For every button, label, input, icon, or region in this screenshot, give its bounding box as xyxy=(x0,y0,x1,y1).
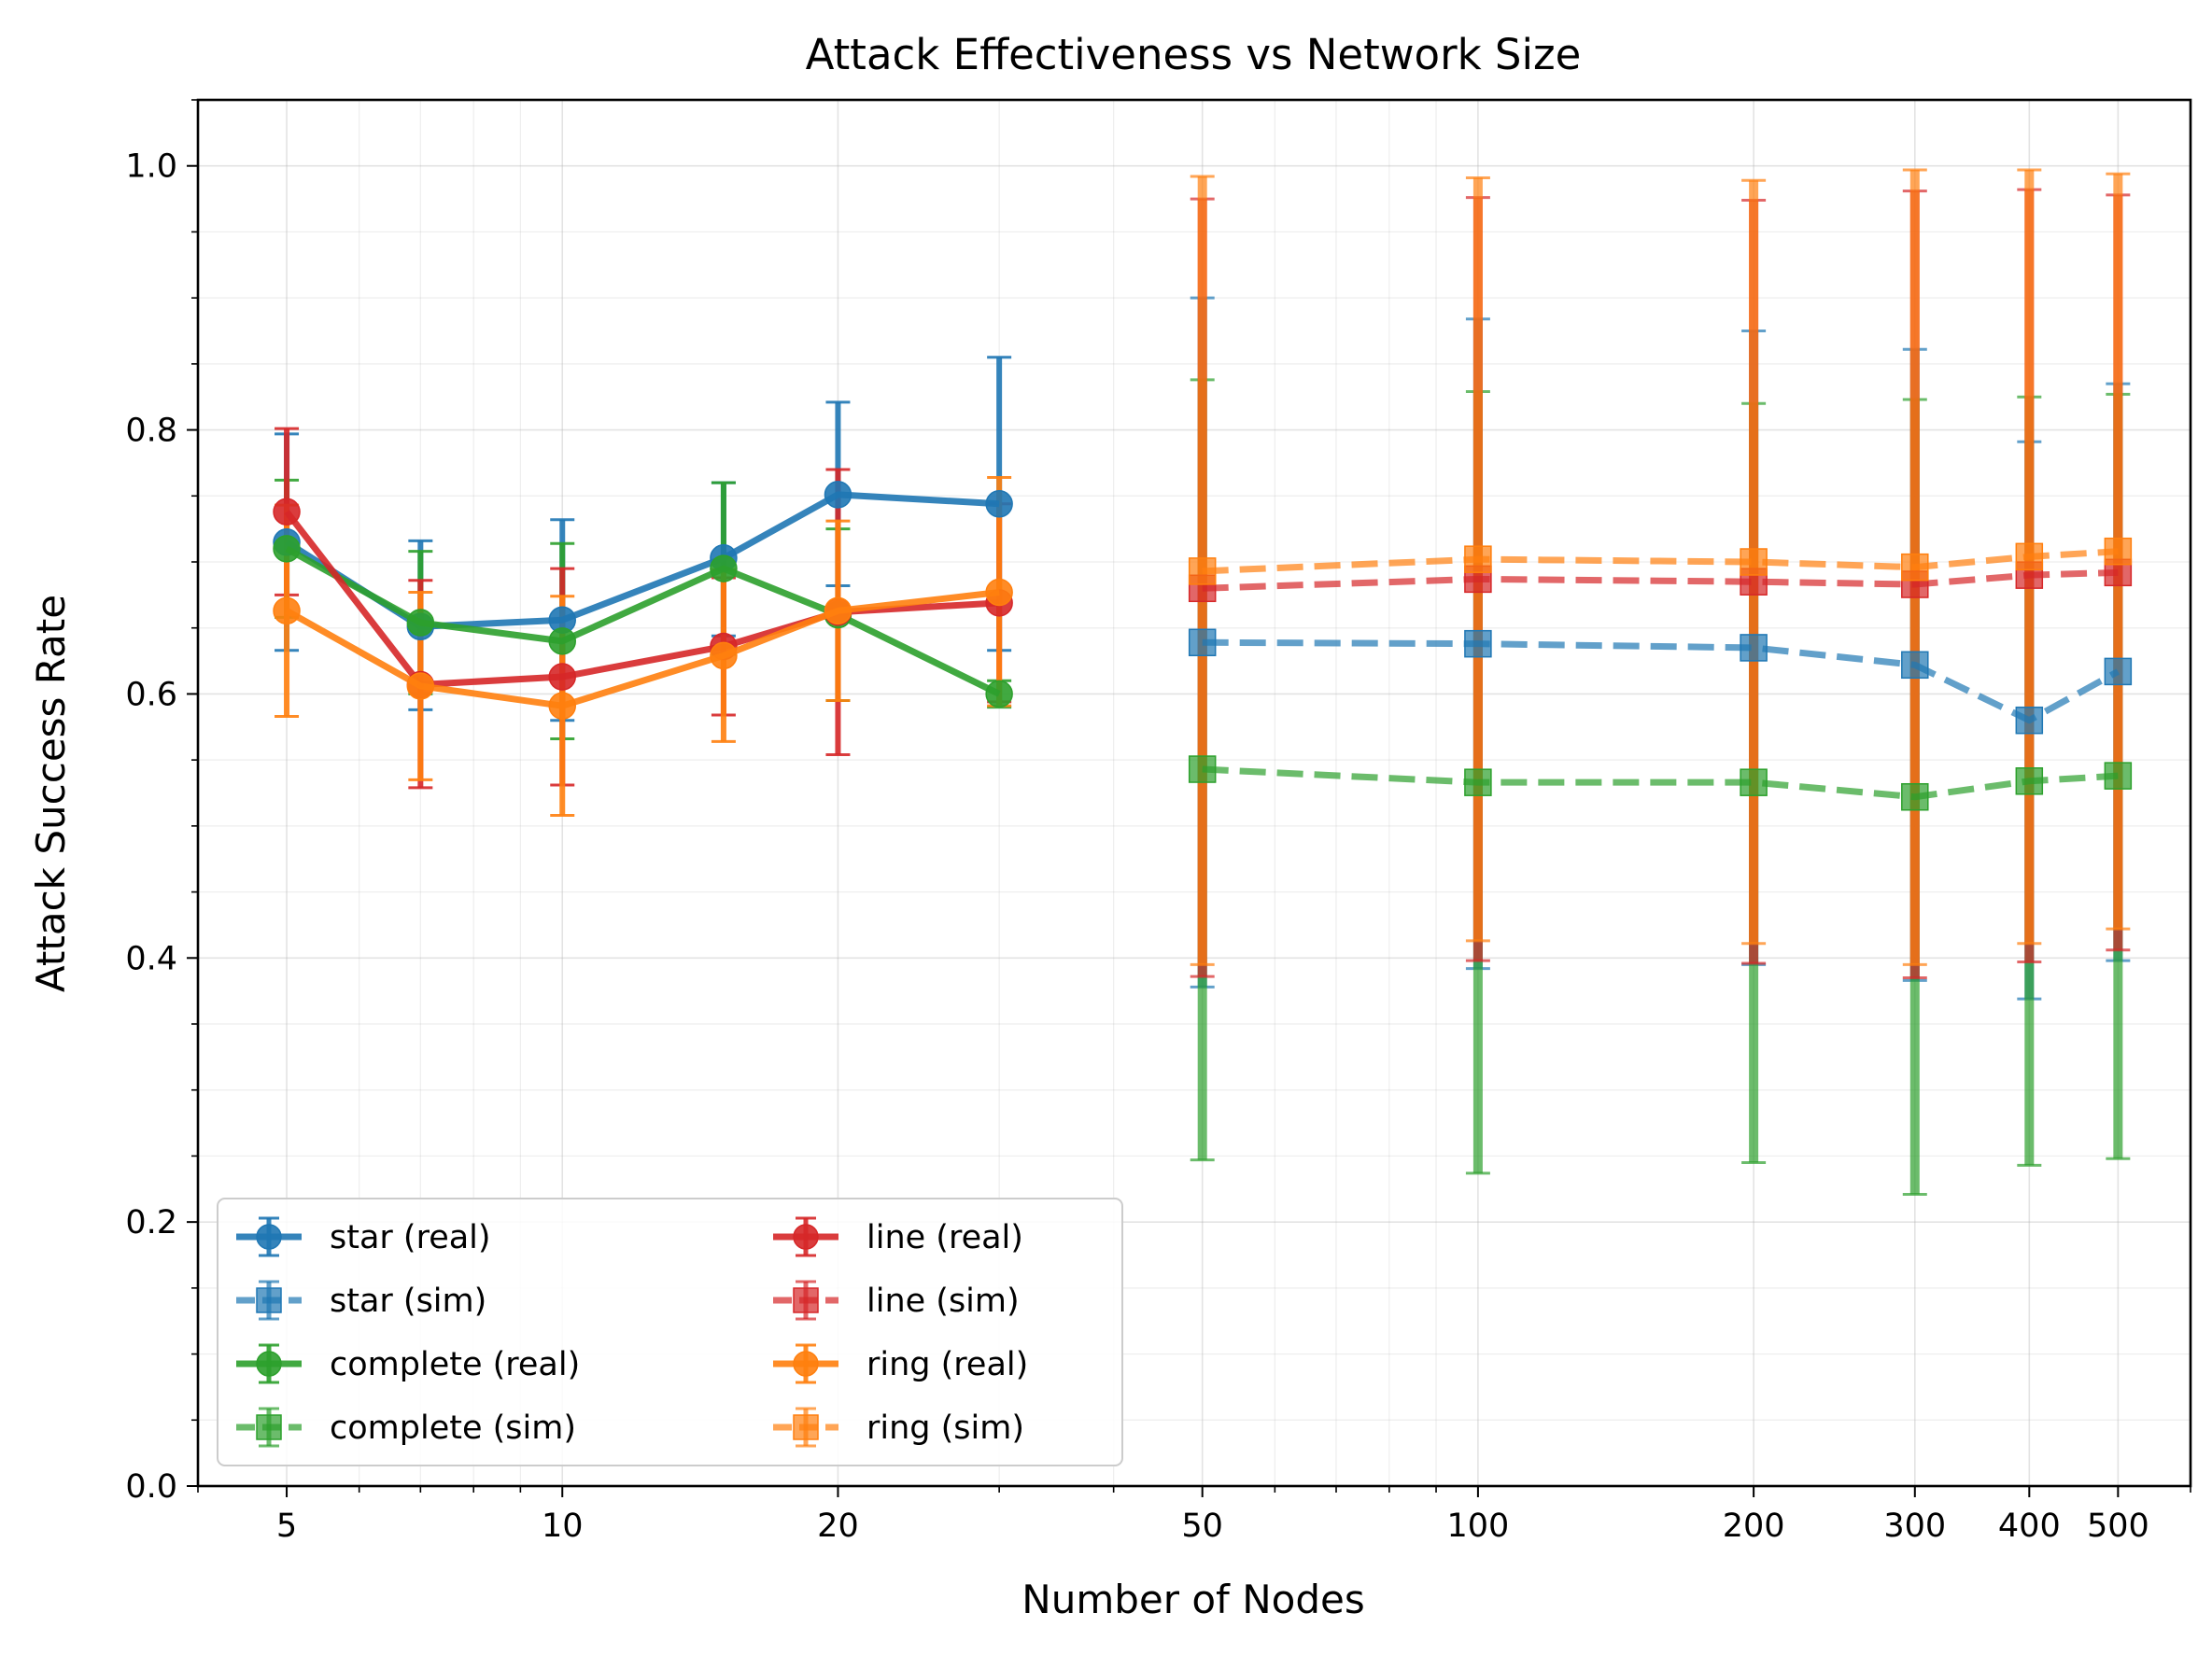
legend-label-line-real: line (real) xyxy=(866,1219,1023,1256)
legend: star (real) star (sim) complete (real) comp… xyxy=(217,1198,1123,1466)
ring-sim-point xyxy=(1188,557,1217,585)
legend-entry-ring-sim: ring (sim) xyxy=(773,1407,1024,1448)
ring-real-line xyxy=(285,589,1000,709)
star-sim-point xyxy=(1188,628,1217,657)
line-real-point xyxy=(548,663,576,691)
legend-marker-complete-sim xyxy=(256,1414,282,1440)
complete-sim-series xyxy=(1188,755,2133,811)
legend-label-star-sim: star (sim) xyxy=(330,1283,486,1320)
x-tick-label: 500 xyxy=(2087,1508,2149,1545)
complete-real-point xyxy=(710,554,738,582)
legend-marker-star-real xyxy=(256,1224,282,1250)
complete-real-point xyxy=(406,609,435,637)
y-tick-label: 0.2 xyxy=(125,1204,177,1241)
line-sim-line xyxy=(1202,568,2119,592)
complete-real-point xyxy=(548,627,576,655)
complete-sim-line xyxy=(1202,765,2119,801)
legend-label-complete-sim: complete (sim) xyxy=(330,1410,576,1447)
legend-marker-line-real xyxy=(793,1224,819,1250)
ring-real-point xyxy=(710,641,738,670)
legend-entry-star-sim: star (sim) xyxy=(236,1280,486,1321)
legend-label-star-real: star (real) xyxy=(330,1219,491,1256)
complete-sim-point xyxy=(1901,782,1929,811)
legend-entry-line-sim: line (sim) xyxy=(773,1280,1020,1321)
x-tick-label: 400 xyxy=(1998,1508,2061,1545)
legend-marker-ring-sim xyxy=(793,1414,819,1440)
star-sim-line xyxy=(1202,638,2120,724)
x-tick-label: 200 xyxy=(1723,1508,1785,1545)
x-axis-label: Number of Nodes xyxy=(1021,1577,1364,1622)
y-axis-label: Attack Success Rate xyxy=(28,595,74,992)
legend-label-ring-sim: ring (sim) xyxy=(866,1410,1024,1447)
star-sim-series xyxy=(1188,628,2133,735)
ring-sim-point xyxy=(1901,553,1929,582)
legend-label-line-sim: line (sim) xyxy=(866,1283,1020,1320)
ring-sim-point xyxy=(2104,537,2133,566)
legend-entry-ring-real: ring (real) xyxy=(773,1343,1028,1384)
legend-marker-ring-real xyxy=(793,1351,819,1377)
y-tick-label: 0.4 xyxy=(125,940,177,977)
chart-title: Attack Effectiveness vs Network Size xyxy=(806,30,1582,79)
star-sim-point xyxy=(1740,634,1768,662)
star-sim-point xyxy=(1901,651,1929,680)
legend-marker-complete-real xyxy=(256,1351,282,1377)
legend-entry-complete-real: complete (real) xyxy=(236,1343,580,1384)
ring-sim-series xyxy=(1188,537,2133,585)
complete-real-point xyxy=(273,535,301,563)
legend-entry-line-real: line (real) xyxy=(773,1216,1023,1257)
x-tick-label: 5 xyxy=(276,1508,297,1545)
ring-sim-point xyxy=(1464,545,1492,573)
x-tick-label: 20 xyxy=(817,1508,859,1545)
ring-real-point xyxy=(406,672,435,700)
complete-sim-point xyxy=(1464,768,1492,796)
star-real-point xyxy=(985,490,1013,518)
plot-frame xyxy=(196,98,2192,1488)
y-tick-label: 1.0 xyxy=(125,148,177,186)
star-sim-point xyxy=(1464,629,1492,658)
complete-real-line xyxy=(285,545,1001,697)
x-tick-label: 50 xyxy=(1181,1508,1223,1545)
ring-sim-point xyxy=(2015,542,2044,571)
legend-entry-complete-sim: complete (sim) xyxy=(236,1407,576,1448)
y-tick-label: 0.8 xyxy=(125,413,177,450)
complete-sim-point xyxy=(2104,762,2133,790)
tick-layer: 5 10 20 50 100 200 300 400 500 0.0 0.2 0.4 0.6 0.8 1.0 xyxy=(125,99,2191,1545)
ring-real-series xyxy=(273,578,1013,720)
complete-sim-point xyxy=(1740,768,1768,796)
line-real-point xyxy=(273,498,301,526)
legend-label-ring-real: ring (real) xyxy=(866,1346,1028,1383)
legend-entry-star-real: star (real) xyxy=(236,1216,491,1257)
x-tick-label: 100 xyxy=(1446,1508,1509,1545)
x-tick-label: 10 xyxy=(542,1508,584,1545)
legend-marker-star-sim xyxy=(256,1287,282,1313)
star-sim-point xyxy=(2104,657,2133,686)
complete-sim-point xyxy=(1188,755,1217,783)
ring-real-point xyxy=(824,596,852,625)
legend-box xyxy=(217,1198,1123,1466)
ring-sim-line xyxy=(1202,548,2119,575)
x-tick-label: 300 xyxy=(1883,1508,1946,1545)
complete-real-point xyxy=(985,680,1013,708)
legend-label-complete-real: complete (real) xyxy=(330,1346,580,1383)
star-real-point xyxy=(824,481,852,509)
y-tick-label: 0.6 xyxy=(125,676,177,713)
y-tick-label: 0.0 xyxy=(125,1468,177,1506)
legend-marker-line-sim xyxy=(793,1287,819,1313)
ring-real-point xyxy=(985,578,1013,607)
ring-real-point xyxy=(548,692,576,720)
series-layer xyxy=(273,481,2133,811)
star-sim-point xyxy=(2015,706,2044,735)
ring-sim-point xyxy=(1740,548,1768,576)
complete-sim-point xyxy=(2015,767,2044,795)
ring-real-point xyxy=(273,596,301,625)
